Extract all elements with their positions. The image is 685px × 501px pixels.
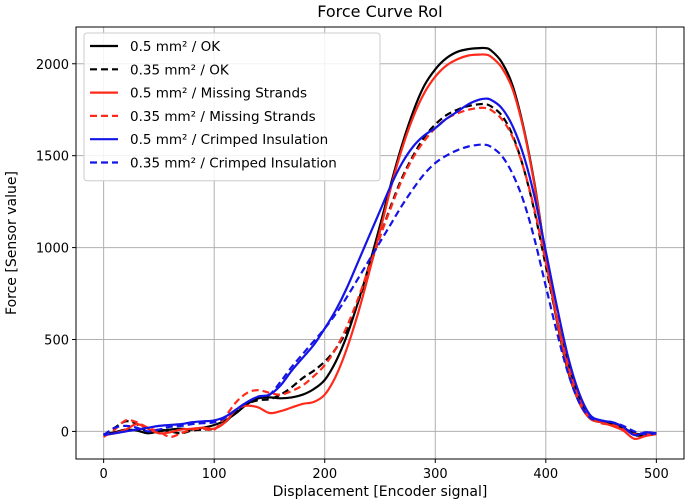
legend-box (83, 32, 381, 182)
x-tick-label: 500 (644, 467, 669, 482)
y-tick-label: 2000 (36, 58, 69, 73)
legend-label: 0.35 mm² / Missing Strands (130, 109, 316, 125)
series-layer (102, 46, 657, 441)
legend-label: 0.35 mm² / OK (130, 62, 230, 78)
legend-label: 0.35 mm² / Crimped Insulation (130, 156, 337, 172)
series-line-6 (102, 143, 657, 437)
y-tick-label: 1500 (36, 150, 69, 165)
x-tick-label: 300 (423, 467, 448, 482)
x-tick-label: 200 (312, 467, 337, 482)
y-axis: 0 500 1000 1500 2000 (36, 58, 76, 440)
legend-label: 0.5 mm² / OK (130, 39, 221, 55)
x-axis: 0 100 200 300 400 500 (99, 459, 669, 482)
chart-title: Force Curve RoI (317, 2, 443, 21)
x-tick-label: 400 (533, 467, 558, 482)
legend: 0.5 mm² / OK 0.35 mm² / OK 0.5 mm² / Missi… (83, 32, 381, 182)
series-line-5 (103, 97, 657, 437)
y-tick-label: 500 (44, 334, 69, 349)
x-axis-label: Displacement [Encoder signal] (273, 484, 488, 500)
plot-frame (75, 26, 685, 460)
y-tick-label: 1000 (36, 242, 69, 257)
series-line-4 (103, 106, 657, 439)
legend-label: 0.5 mm² / Crimped Insulation (130, 132, 328, 148)
y-axis-label: Force [Sensor value] (4, 171, 20, 315)
x-tick-label: 0 (99, 467, 107, 482)
legend-label: 0.5 mm² / Missing Strands (130, 86, 307, 102)
y-tick-label: 0 (61, 425, 69, 440)
x-tick-label: 100 (202, 467, 227, 482)
